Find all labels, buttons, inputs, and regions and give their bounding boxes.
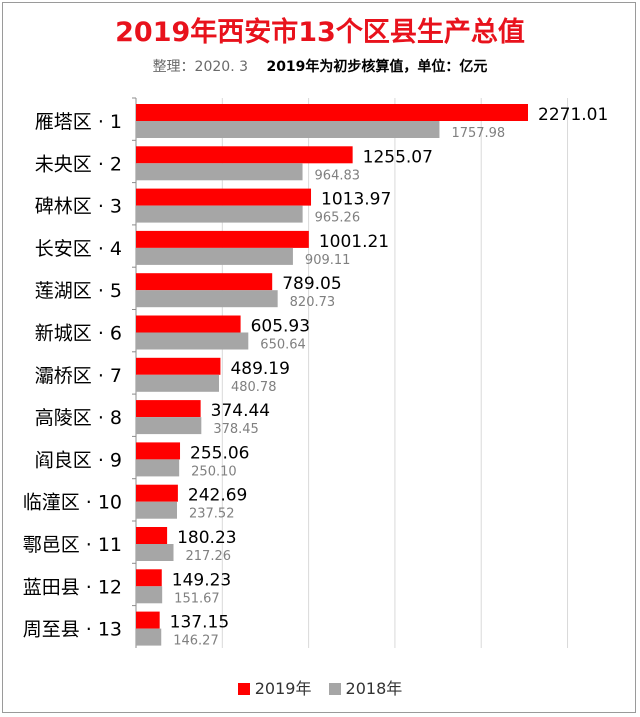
data-label-2019: 374.44 — [211, 401, 270, 421]
data-label-2018: 820.73 — [290, 295, 336, 310]
bar-2019 — [136, 146, 353, 164]
data-label-2019: 1001.21 — [319, 232, 389, 252]
data-label-2018: 965.26 — [315, 211, 361, 226]
data-label-2019: 255.06 — [190, 443, 249, 463]
bar-2018 — [136, 205, 303, 223]
category-label: 碑林区 · 3 — [35, 196, 122, 218]
bar-2019 — [136, 315, 241, 333]
data-label-2019: 180.23 — [177, 528, 236, 548]
category-label: 未央区 · 2 — [35, 153, 122, 175]
category-label: 周至县 · 13 — [23, 619, 122, 641]
data-label-2019: 137.15 — [170, 613, 229, 633]
bar-2018 — [136, 501, 177, 519]
category-label: 临潼区 · 10 — [23, 492, 122, 514]
data-label-2019: 789.05 — [282, 274, 341, 294]
data-label-2018: 378.45 — [213, 422, 258, 437]
bar-2018 — [136, 332, 249, 350]
data-label-2018: 480.78 — [231, 380, 277, 395]
data-label-2018: 146.27 — [173, 634, 219, 649]
legend-item-2018: 2018年 — [328, 675, 403, 699]
compile-date-note: 整理：2020. 3 — [152, 59, 248, 75]
bar-2018 — [136, 628, 162, 646]
data-label-2018: 237.52 — [189, 507, 235, 522]
legend-item-2019: 2019年 — [237, 675, 312, 699]
bar-2018 — [136, 374, 219, 392]
chart-subtitle: 整理：2020. 3 2019年为初步核算值，单位：亿元 — [0, 56, 640, 76]
category-label: 高陵区 · 8 — [35, 407, 122, 429]
bar-2018 — [136, 247, 293, 265]
data-label-2018: 1757.98 — [451, 126, 505, 141]
bar-2019 — [136, 273, 273, 291]
data-label-2019: 149.23 — [172, 570, 231, 590]
data-label-2018: 650.64 — [260, 338, 306, 353]
bar-2018 — [136, 459, 180, 477]
bar-2019 — [136, 188, 312, 206]
data-label-2018: 250.10 — [191, 464, 237, 479]
category-label: 莲湖区 · 5 — [35, 280, 122, 302]
bar-2019 — [136, 230, 309, 248]
data-label-2019: 605.93 — [251, 317, 310, 337]
bar-2019 — [136, 611, 160, 629]
bar-2018 — [136, 417, 202, 435]
data-label-2018: 217.26 — [186, 549, 232, 564]
legend-swatch-2019 — [237, 683, 250, 695]
legend-label-2019: 2019年 — [254, 679, 312, 698]
legend: 2019年 2018年 — [0, 675, 640, 699]
bar-2019 — [136, 527, 168, 544]
data-label-2019: 489.19 — [230, 359, 289, 379]
data-label-2018: 964.83 — [315, 168, 361, 183]
bar-2019 — [136, 569, 162, 587]
category-label: 鄠邑区 · 11 — [23, 534, 122, 556]
data-label-2018: 151.67 — [174, 591, 220, 606]
legend-label-2018: 2018年 — [345, 679, 403, 698]
legend-swatch-2018 — [328, 683, 341, 695]
category-label: 雁塔区 · 1 — [35, 111, 122, 133]
category-label: 新城区 · 6 — [35, 323, 122, 345]
category-label: 阎良区 · 9 — [35, 449, 122, 471]
category-label: 长安区 · 4 — [35, 238, 122, 260]
bar-2019 — [136, 442, 181, 460]
data-label-2019: 242.69 — [188, 486, 247, 506]
chart-title: 2019年西安市13个区县生产总值 — [115, 17, 525, 48]
bar-2019 — [136, 357, 221, 375]
bar-2018 — [136, 121, 440, 138]
data-label-2019: 1255.07 — [363, 147, 433, 167]
data-label-2019: 1013.97 — [321, 190, 391, 210]
bar-2019 — [136, 484, 178, 502]
unit-note: 2019年为初步核算值，单位：亿元 — [266, 59, 488, 75]
bar-2018 — [136, 163, 303, 181]
bar-2018 — [136, 544, 174, 561]
category-label: 灞桥区 · 7 — [35, 365, 122, 387]
bar-2019 — [136, 104, 528, 121]
data-label-2019: 2271.01 — [538, 105, 608, 125]
bar-2018 — [136, 290, 278, 308]
bar-2019 — [136, 400, 201, 418]
data-label-2018: 909.11 — [305, 253, 351, 268]
bar-2018 — [136, 586, 163, 604]
category-label: 蓝田县 · 12 — [23, 576, 122, 598]
